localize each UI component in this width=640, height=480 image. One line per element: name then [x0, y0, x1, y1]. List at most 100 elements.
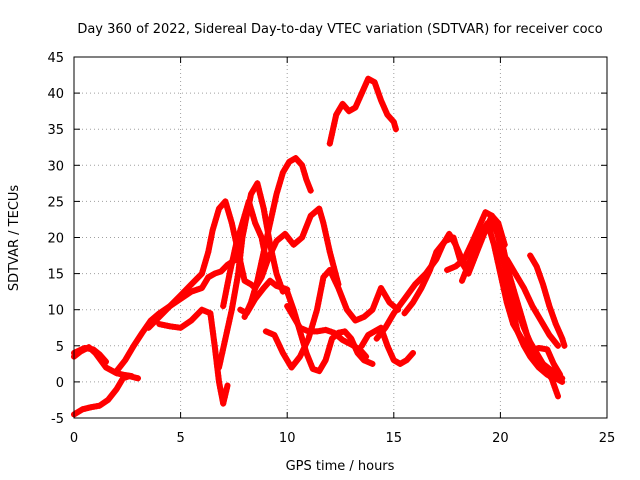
x-tick-label: 5: [176, 431, 184, 446]
data-point: [313, 309, 320, 316]
data-point: [363, 78, 370, 85]
data-point: [208, 272, 215, 279]
data-point: [273, 282, 280, 289]
data-point: [224, 324, 231, 330]
data-point: [452, 242, 459, 249]
data-point: [241, 277, 248, 284]
data-point: [289, 156, 296, 163]
data-point: [550, 381, 557, 388]
data-point: [542, 289, 549, 296]
data-point: [339, 295, 346, 302]
data-point: [237, 306, 244, 313]
data-point: [260, 248, 267, 255]
data-point: [306, 215, 313, 222]
data-point: [497, 238, 504, 245]
data-point: [324, 351, 331, 358]
data-point: [463, 267, 470, 273]
data-point: [306, 332, 313, 339]
x-tick-label: 15: [386, 431, 403, 446]
data-point: [546, 352, 553, 359]
data-point: [307, 360, 314, 367]
y-tick-label: 10: [47, 304, 64, 319]
data-point: [221, 394, 228, 401]
data-point: [501, 287, 508, 294]
data-point: [561, 342, 568, 349]
data-point: [462, 269, 469, 276]
data-point: [242, 209, 249, 216]
x-tick-label: 20: [492, 431, 509, 446]
data-point: [302, 226, 309, 233]
data-point: [229, 256, 236, 263]
data-point: [491, 218, 498, 225]
data-point: [358, 90, 365, 97]
data-point: [368, 330, 375, 337]
data-point: [474, 226, 481, 233]
data-point: [237, 225, 244, 232]
data-point: [508, 287, 515, 294]
data-point: [317, 208, 323, 215]
data-point: [300, 165, 306, 172]
data-point: [482, 227, 489, 234]
data-point: [79, 346, 85, 353]
data-point: [214, 211, 221, 217]
data-point: [273, 191, 280, 198]
data-point: [311, 315, 318, 322]
data-point: [214, 269, 221, 276]
data-point: [478, 217, 485, 224]
data-point: [549, 358, 556, 364]
data-point: [503, 299, 510, 306]
data-point: [190, 287, 197, 294]
data-point: [322, 326, 329, 333]
data-point: [299, 234, 306, 241]
data-point: [342, 304, 349, 310]
data-point: [544, 297, 551, 304]
data-point: [306, 184, 313, 191]
data-point: [274, 273, 281, 280]
data-point: [237, 228, 243, 235]
data-point: [223, 385, 230, 392]
data-point: [327, 251, 334, 258]
data-point: [328, 328, 335, 335]
data-point: [328, 134, 335, 141]
chart-title: Day 360 of 2022, Sidereal Day-to-day VTE…: [77, 22, 602, 37]
data-point: [82, 405, 89, 412]
data-point: [224, 382, 231, 389]
y-axis-label: SDTVAR / TECUs: [7, 185, 22, 292]
data-point: [508, 315, 515, 322]
data-point: [514, 306, 521, 313]
data-point: [213, 213, 220, 220]
data-point: [496, 233, 503, 240]
data-point: [513, 304, 520, 310]
data-point: [461, 272, 468, 279]
data-point: [545, 349, 552, 356]
data-point: [449, 264, 456, 271]
data-point: [285, 291, 292, 298]
data-point: [466, 258, 473, 265]
data-point: [355, 98, 361, 105]
data-point: [552, 387, 559, 394]
y-tick-label: 5: [56, 340, 64, 355]
data-point: [372, 82, 379, 89]
data-point: [278, 174, 285, 181]
data-point: [198, 270, 205, 277]
data-point: [323, 234, 330, 241]
data-point: [298, 333, 305, 340]
data-point: [548, 355, 555, 362]
data-point: [326, 343, 333, 350]
data-point: [308, 324, 315, 330]
data-point: [268, 214, 275, 221]
data-point: [268, 330, 275, 337]
data-point: [557, 371, 564, 378]
series-track-5: [145, 198, 259, 331]
data-point: [444, 236, 451, 243]
data-point: [427, 267, 433, 273]
data-point: [552, 321, 559, 328]
data-point: [263, 259, 270, 266]
data-point: [325, 346, 332, 353]
data-point: [215, 208, 222, 215]
data-point: [305, 355, 312, 362]
data-point: [487, 230, 494, 237]
data-point: [236, 230, 243, 237]
data-point: [369, 360, 376, 367]
